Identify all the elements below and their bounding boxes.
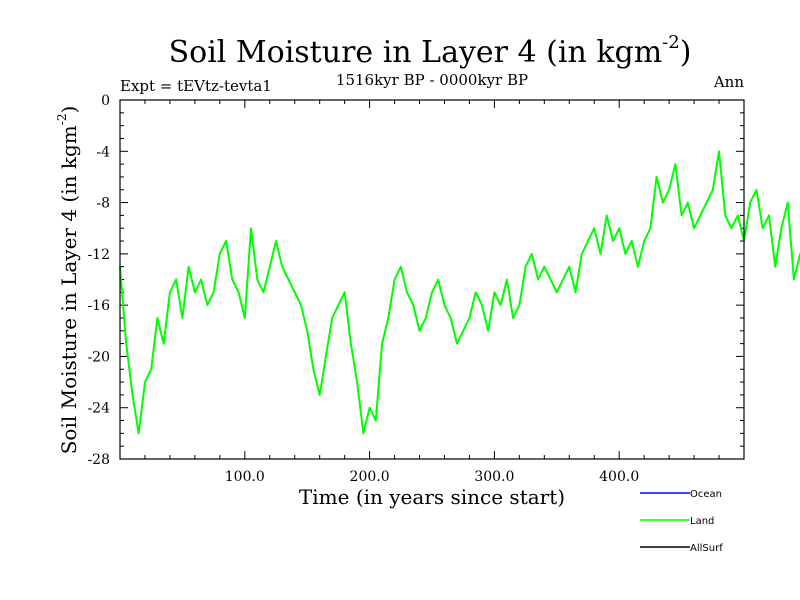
y-tick-label: -4 (96, 144, 110, 160)
series-line-land (119, 150, 800, 435)
y-axis-label-sup: -2 (55, 114, 69, 126)
y-tick-label: -16 (87, 298, 110, 314)
chart-title-main: Soil Moisture in Layer 4 (in kgm (169, 35, 663, 70)
x-tick-label: 300.0 (474, 469, 514, 485)
legend-label-land: Land (690, 516, 714, 527)
y-tick-label: -24 (87, 401, 110, 417)
y-tick-label: -8 (96, 196, 110, 212)
tick-labels: 100.0 200.0 300.0 400.0 0 -4 -8 -12 -16 -20 -24 -28 (87, 93, 639, 485)
y-tick-label: -12 (87, 247, 110, 263)
legend: Ocean Land AllSurf (640, 489, 723, 554)
x-tick-label: 100.0 (225, 469, 265, 485)
plot-series (119, 150, 800, 435)
chart-title-close: ) (680, 35, 692, 70)
y-axis-label: Soil Moisture in Layer 4 (in kgm-2) (55, 106, 81, 455)
chart-title-sup: -2 (662, 32, 680, 53)
chart-subtitle: 1516kyr BP - 0000kyr BP (336, 71, 528, 89)
x-tick-label: 400.0 (599, 469, 639, 485)
chart-title: Soil Moisture in Layer 4 (in kgm-2) (169, 32, 692, 70)
x-tick-label: 200.0 (350, 469, 390, 485)
y-tick-label: -28 (87, 452, 110, 468)
plot-frame (119, 99, 745, 460)
y-axis-label-main: Soil Moisture in Layer 4 (in kgm (57, 125, 81, 454)
expt-label: Expt = tEVtz-tevta1 (120, 77, 272, 95)
x-axis-label: Time (in years since start) (299, 485, 565, 509)
y-axis-label-close: ) (57, 106, 81, 114)
season-label: Ann (713, 73, 744, 91)
y-tick-label: 0 (101, 93, 110, 109)
axis-ticks (120, 100, 744, 459)
y-tick-label: -20 (87, 349, 110, 365)
legend-label-allsurf: AllSurf (690, 543, 723, 554)
legend-label-ocean: Ocean (690, 489, 722, 500)
